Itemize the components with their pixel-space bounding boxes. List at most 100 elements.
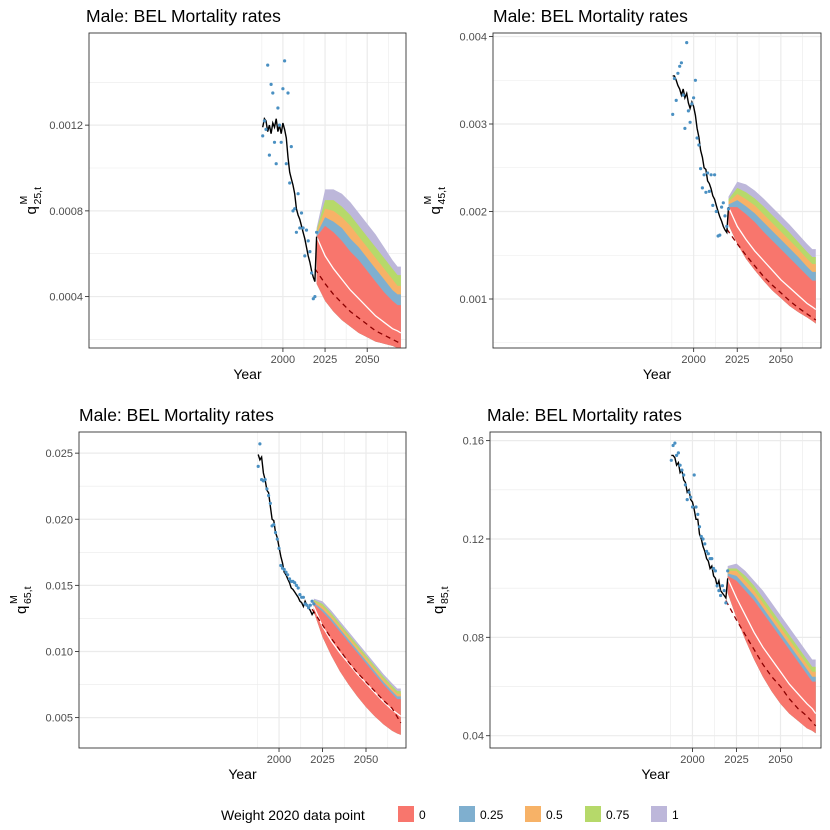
observed-point [697,143,701,147]
observed-point [301,226,305,230]
observed-point [713,569,718,573]
y-tick-label: 0.04 [463,731,484,743]
fitted-line [262,116,318,282]
y-tick-label: 0.025 [45,448,73,460]
y-label-sup: M [422,196,434,205]
observed-point [283,59,287,63]
observed-point [700,186,705,190]
observed-point [676,451,681,455]
plot-background [493,33,821,348]
observed-point [307,606,311,610]
observed-point [265,487,269,491]
observed-point [705,549,709,553]
chart-title: Male: BEL Mortality rates [487,405,682,425]
observed-point [685,41,689,45]
best-estimate-line [726,228,817,321]
observed-point [696,512,700,517]
observed-point [680,468,684,472]
y-axis-label: qM 85,t [425,586,451,614]
y-label-sub: 25,t [32,187,44,205]
observed-point [699,167,703,171]
chart-title: Male: BEL Mortality rates [86,6,281,26]
fan-band-w0 [316,225,401,348]
plot-border [492,32,822,349]
observed-point [310,599,314,603]
observed-point [286,573,290,577]
observed-point [281,87,285,91]
observed-point [725,224,729,228]
observed-point [718,233,722,237]
observed-point [274,162,278,166]
observed-point [726,207,731,211]
x-tick-label: 2000 [267,754,291,766]
y-tick-label: 0.0012 [49,120,83,132]
observed-point [304,228,309,232]
observed-point [277,546,281,551]
plot-border [78,431,407,749]
plot-border [489,431,822,749]
observed-point [271,91,275,95]
observed-point [720,584,725,588]
observed-point [277,123,282,127]
y-label-sub: 85,t [439,586,451,604]
observed-point [279,140,283,144]
plot-area [669,441,817,734]
legend-title: Weight 2020 data point [221,807,365,823]
x-tick-label: 2025 [313,354,337,366]
observed-point [712,566,716,571]
observed-point [306,239,310,243]
observed-point [690,102,694,106]
observed-point [690,505,695,509]
y-tick-label: 0.003 [459,119,487,131]
legend-swatch-0 [398,806,414,822]
legend-swatch-1 [459,806,475,822]
observed-point [289,145,293,149]
legend-label-3: 0.75 [606,808,630,822]
observed-point [313,295,317,299]
observed-point [687,490,691,494]
y-tick-label: 0.005 [45,713,73,725]
x-tick-label: 2050 [769,354,793,366]
observed-point [703,542,707,546]
x-tick-label: 2025 [724,754,748,766]
y-tick-label: 0.001 [459,294,487,306]
panel-q25: 2000 2025 2050 0.0004 0.0008 0.0012 Male: BEL … [18,6,407,382]
observed-point [701,537,705,541]
observed-point [722,589,726,593]
y-tick-label: 0.020 [45,514,73,526]
legend-keys: 0 0.25 0.5 0.75 1 [398,806,679,822]
y-label-main: q [13,606,30,614]
y-tick-label: 0.0004 [49,292,83,304]
observed-point [709,173,713,177]
observed-point [721,201,725,205]
observed-point [715,584,719,588]
fan-band-w0 [728,207,816,324]
y-label-main: q [430,606,447,614]
observed-point [269,82,273,86]
observed-point [710,557,714,561]
observed-point [315,230,319,234]
observed-point [296,586,300,590]
observed-point [256,464,260,468]
observed-point [678,64,682,68]
plot-border [88,32,407,349]
observed-point [299,211,304,215]
observed-point [293,207,297,211]
observed-point [675,453,679,457]
panel-q45: 2000 2025 2050 0.001 0.002 0.003 0.004 Male: BE… [422,6,822,382]
observed-point [272,523,276,527]
chart-title: Male: BEL Mortality rates [493,6,688,26]
legend-label-0: 0 [419,808,426,822]
y-tick-label: 0.004 [459,32,487,44]
observed-point [267,493,271,498]
observed-point [266,63,270,67]
observed-point [686,109,691,113]
observed-point [704,190,708,194]
observed-point [678,463,682,467]
x-tick-label: 2050 [355,354,379,366]
observed-point [291,209,295,213]
observed-point [714,209,718,214]
observed-point [294,230,298,234]
